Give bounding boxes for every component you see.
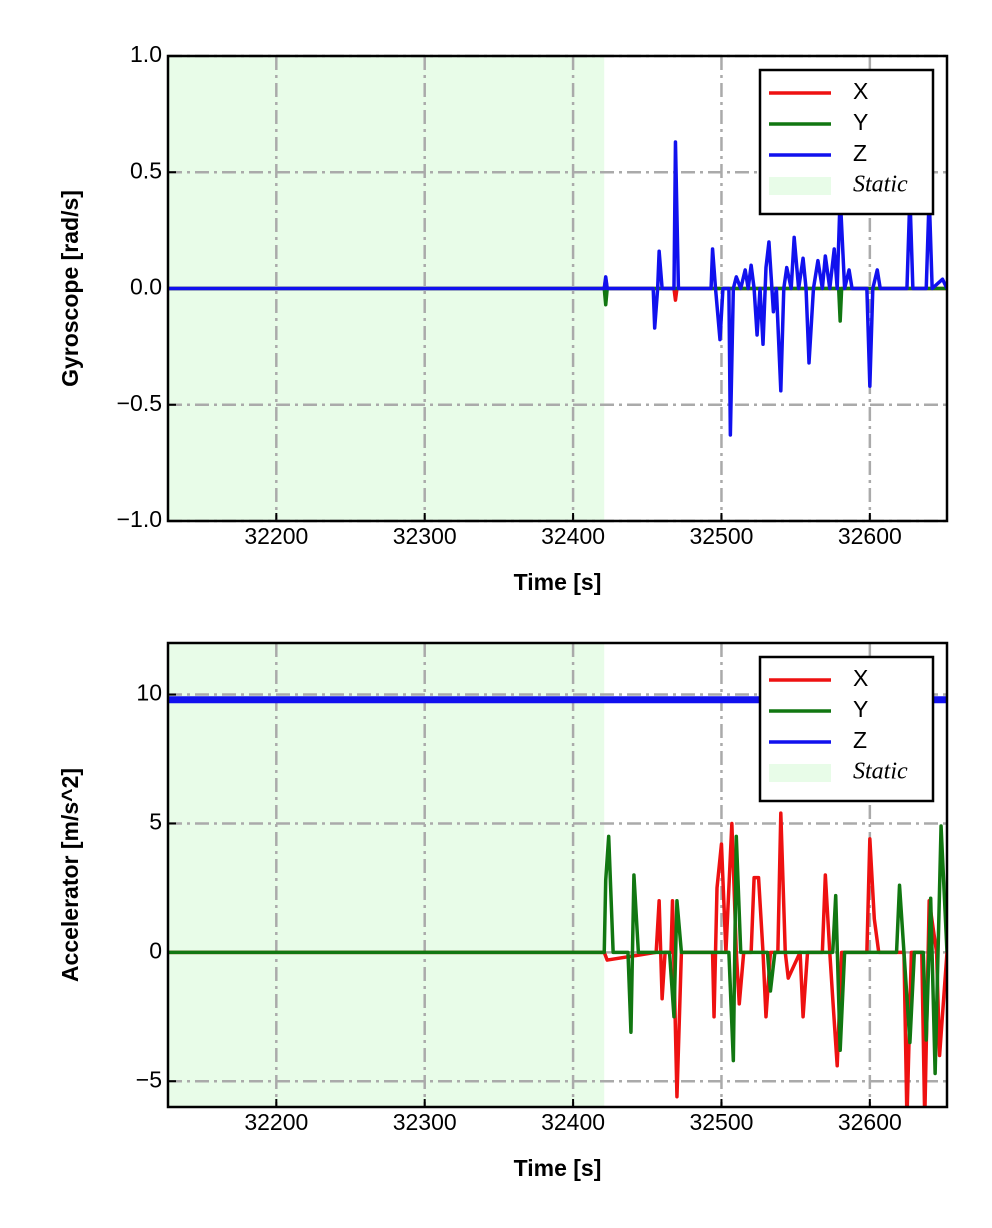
y-tick-label: 0 — [149, 937, 162, 963]
x-tick-label: 32600 — [838, 1109, 902, 1135]
data-line — [168, 824, 947, 1076]
legend-label: X — [853, 665, 868, 691]
x-tick-label: 32300 — [393, 1109, 457, 1135]
data-line — [168, 140, 947, 437]
legend-label: X — [853, 78, 868, 104]
y-tick-label: −1.0 — [117, 506, 162, 532]
y-tick-label: −5 — [136, 1066, 162, 1092]
y-axis-label: Accelerator [m/s^2] — [57, 768, 83, 982]
x-tick-label: 32200 — [244, 1109, 308, 1135]
y-tick-label: 1.0 — [130, 41, 162, 67]
plot-frame — [166, 54, 949, 523]
legend-swatch — [769, 764, 831, 782]
x-tick-label: 32200 — [244, 523, 308, 549]
y-tick-label: 5 — [149, 809, 162, 835]
y-tick-label: 10 — [136, 680, 162, 706]
x-tick-label: 32400 — [541, 523, 605, 549]
subplot: 32200 32300 32400 32500 32600 −1.0 −0.5 0.0 0.5 1… — [57, 41, 949, 595]
legend-label: Y — [853, 696, 868, 722]
legend-swatch — [769, 177, 831, 195]
x-axis-label: Time [s] — [514, 1155, 602, 1181]
y-axis-label: Gyroscope [rad/s] — [57, 190, 83, 387]
plot-frame — [166, 641, 949, 1109]
y-tick-label: 0.5 — [130, 157, 162, 183]
legend-label: Static — [853, 759, 908, 785]
y-tick-label: −0.5 — [117, 390, 162, 416]
y-tick-label: 0.0 — [130, 274, 162, 300]
x-tick-label: 32600 — [838, 523, 902, 549]
legend-label: Z — [853, 140, 867, 166]
x-tick-label: 32400 — [541, 1109, 605, 1135]
static-span — [168, 643, 605, 1107]
x-tick-label: 32500 — [689, 523, 753, 549]
x-axis-label: Time [s] — [514, 569, 602, 595]
legend-label: Z — [853, 727, 867, 753]
legend-label: Static — [853, 172, 908, 198]
x-tick-label: 32300 — [393, 523, 457, 549]
subplot: 32200 32300 32400 32500 32600 −5 0 5 10 Time [s] A… — [57, 641, 949, 1181]
x-tick-label: 32500 — [689, 1109, 753, 1135]
legend-label: Y — [853, 109, 868, 135]
